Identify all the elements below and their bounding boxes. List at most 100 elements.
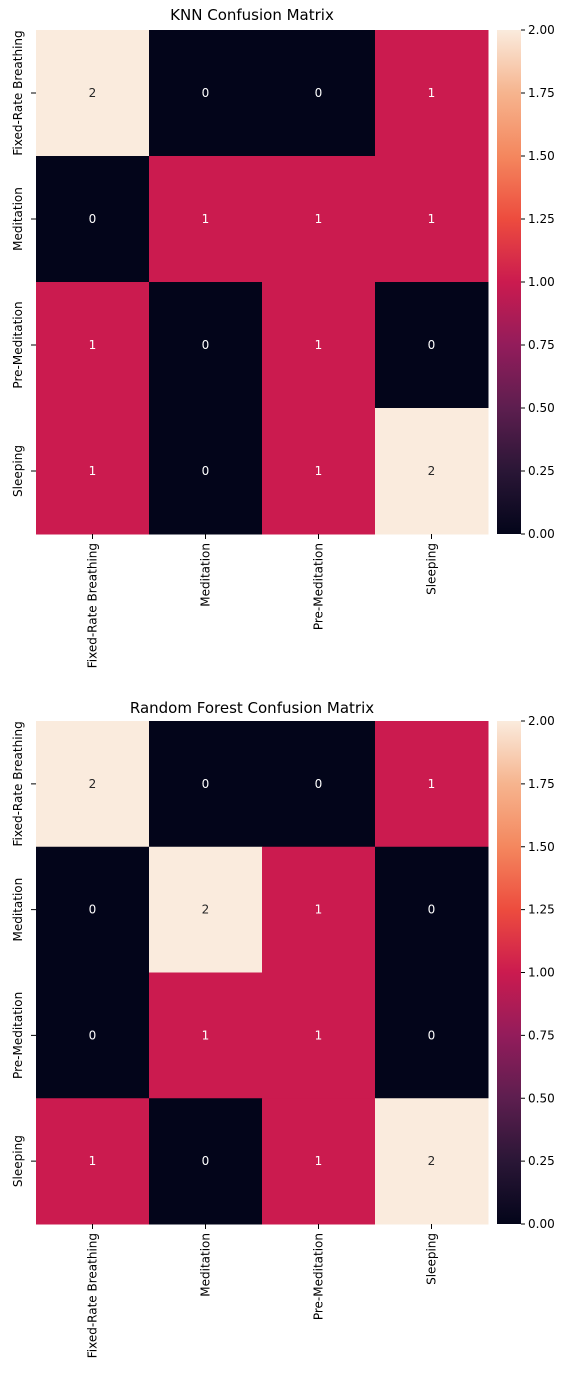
cell-value-label: 0 bbox=[89, 212, 97, 226]
heatmap-cell bbox=[262, 846, 376, 973]
cell-value-label: 1 bbox=[428, 86, 436, 100]
cell-value-label: 2 bbox=[202, 903, 210, 917]
x-tick-label: Pre-Meditation bbox=[312, 1233, 326, 1320]
colorbar-gradient bbox=[497, 30, 521, 534]
cell-value-label: 0 bbox=[202, 464, 210, 478]
heatmap-cell bbox=[262, 1098, 376, 1225]
heatmap-cell bbox=[375, 156, 489, 283]
colorbar-tick-label: 1.00 bbox=[528, 275, 555, 289]
colorbar-gradient bbox=[497, 721, 521, 1224]
heatmap-cell bbox=[36, 156, 150, 283]
heatmap-cell bbox=[36, 1098, 150, 1225]
x-tick-label: Sleeping bbox=[425, 543, 439, 595]
chart-title: KNN Confusion Matrix bbox=[170, 6, 334, 24]
colorbar-tick-label: 1.75 bbox=[528, 777, 555, 791]
colorbar-tick-label: 0.50 bbox=[528, 1091, 555, 1105]
cell-value-label: 0 bbox=[202, 338, 210, 352]
heatmap-cell bbox=[375, 972, 489, 1099]
cell-value-label: 0 bbox=[202, 1154, 210, 1168]
heatmap-cell bbox=[262, 721, 376, 848]
heatmap-cell bbox=[375, 846, 489, 973]
heatmap-knn: KNN Confusion Matrix 2 0 0 1 0 1 1 1 1 0 1 0 1 0 1 2 Fi… bbox=[11, 6, 555, 668]
x-tick-label: Meditation bbox=[199, 543, 213, 607]
x-tick-label: Meditation bbox=[199, 1233, 213, 1297]
colorbar: 0.00 0.25 0.50 0.75 1.00 1.25 1.50 1.75 2.00 bbox=[497, 23, 555, 541]
colorbar-tick-label: 0.25 bbox=[528, 1154, 555, 1168]
cell-value-label: 2 bbox=[89, 86, 97, 100]
x-tick-label: Fixed-Rate Breathing bbox=[86, 543, 100, 668]
cell-value-label: 1 bbox=[315, 1154, 323, 1168]
cell-value-label: 2 bbox=[89, 777, 97, 791]
cell-value-label: 0 bbox=[202, 86, 210, 100]
colorbar-tick-label: 1.00 bbox=[528, 966, 555, 980]
cell-value-label: 1 bbox=[202, 212, 210, 226]
heatmap-cell bbox=[375, 408, 489, 535]
y-tick-label: Sleeping bbox=[11, 1135, 25, 1187]
colorbar-tick-label: 0.25 bbox=[528, 464, 555, 478]
cell-value-label: 0 bbox=[89, 1028, 97, 1042]
cell-value-label: 0 bbox=[89, 903, 97, 917]
heatmap-cell bbox=[36, 30, 150, 157]
x-tick-label: Fixed-Rate Breathing bbox=[86, 1233, 100, 1358]
cell-value-label: 1 bbox=[89, 464, 97, 478]
y-tick-label: Fixed-Rate Breathing bbox=[11, 721, 25, 846]
cell-value-label: 0 bbox=[315, 777, 323, 791]
y-tick-label: Meditation bbox=[11, 187, 25, 251]
heatmap-cell bbox=[262, 408, 376, 535]
colorbar-tick-label: 1.50 bbox=[528, 840, 555, 854]
colorbar-tick-label: 2.00 bbox=[528, 23, 555, 37]
cell-value-label: 1 bbox=[315, 464, 323, 478]
colorbar-tick-label: 1.25 bbox=[528, 212, 555, 226]
heatmap-cell bbox=[149, 30, 263, 157]
cell-value-label: 0 bbox=[428, 338, 436, 352]
colorbar-tick-label: 0.00 bbox=[528, 527, 555, 541]
heatmap-cell bbox=[149, 972, 263, 1099]
y-tick-label: Sleeping bbox=[11, 445, 25, 497]
cell-value-label: 0 bbox=[428, 903, 436, 917]
heatmap-cell bbox=[375, 30, 489, 157]
heatmap-cell bbox=[149, 156, 263, 283]
colorbar-tick-label: 0.50 bbox=[528, 401, 555, 415]
heatmap-cell bbox=[36, 282, 150, 409]
cell-value-label: 1 bbox=[428, 777, 436, 791]
heatmap-cell bbox=[375, 282, 489, 409]
y-axis-ticks: Fixed-Rate Breathing Meditation Pre-Medita… bbox=[11, 30, 36, 497]
cell-value-label: 0 bbox=[315, 86, 323, 100]
heatmap-cell bbox=[149, 721, 263, 848]
cell-value-label: 1 bbox=[315, 1028, 323, 1042]
cell-value-label: 0 bbox=[428, 1028, 436, 1042]
cell-value-label: 1 bbox=[315, 903, 323, 917]
cell-value-label: 1 bbox=[428, 212, 436, 226]
heatmap-cell bbox=[149, 282, 263, 409]
y-axis-ticks: Fixed-Rate Breathing Meditation Pre-Medita… bbox=[11, 721, 36, 1187]
y-tick-label: Meditation bbox=[11, 878, 25, 942]
cell-value-label: 1 bbox=[202, 1028, 210, 1042]
heatmap-cell bbox=[149, 1098, 263, 1225]
heatmap-cell bbox=[36, 846, 150, 973]
colorbar-tick-label: 1.50 bbox=[528, 149, 555, 163]
x-axis-ticks: Fixed-Rate Breathing Meditation Pre-Medita… bbox=[86, 1224, 439, 1358]
colorbar-tick-label: 0.00 bbox=[528, 1217, 555, 1231]
cell-value-label: 2 bbox=[428, 1154, 436, 1168]
heatmap-cell bbox=[36, 408, 150, 535]
y-tick-label: Pre-Meditation bbox=[11, 992, 25, 1079]
heatmap-cells: 2 0 0 1 0 2 1 0 0 1 1 0 1 0 1 2 bbox=[36, 721, 489, 1225]
heatmap-random-forest: Random Forest Confusion Matrix 2 0 0 1 0 2 1 0 0… bbox=[11, 699, 555, 1358]
heatmap-cell bbox=[36, 721, 150, 848]
x-tick-label: Sleeping bbox=[425, 1233, 439, 1285]
heatmap-cell bbox=[262, 282, 376, 409]
cell-value-label: 1 bbox=[89, 338, 97, 352]
heatmap-cell bbox=[375, 721, 489, 848]
x-axis-ticks: Fixed-Rate Breathing Meditation Pre-Medita… bbox=[86, 534, 439, 668]
colorbar-tick-label: 1.75 bbox=[528, 86, 555, 100]
cell-value-label: 0 bbox=[202, 777, 210, 791]
x-tick-label: Pre-Meditation bbox=[312, 543, 326, 630]
heatmap-cell bbox=[149, 846, 263, 973]
cell-value-label: 2 bbox=[428, 464, 436, 478]
colorbar-tick-label: 2.00 bbox=[528, 714, 555, 728]
heatmap-cell bbox=[262, 972, 376, 1099]
y-tick-label: Pre-Meditation bbox=[11, 301, 25, 388]
colorbar: 0.00 0.25 0.50 0.75 1.00 1.25 1.50 1.75 2.00 bbox=[497, 714, 555, 1231]
colorbar-tick-label: 0.75 bbox=[528, 338, 555, 352]
